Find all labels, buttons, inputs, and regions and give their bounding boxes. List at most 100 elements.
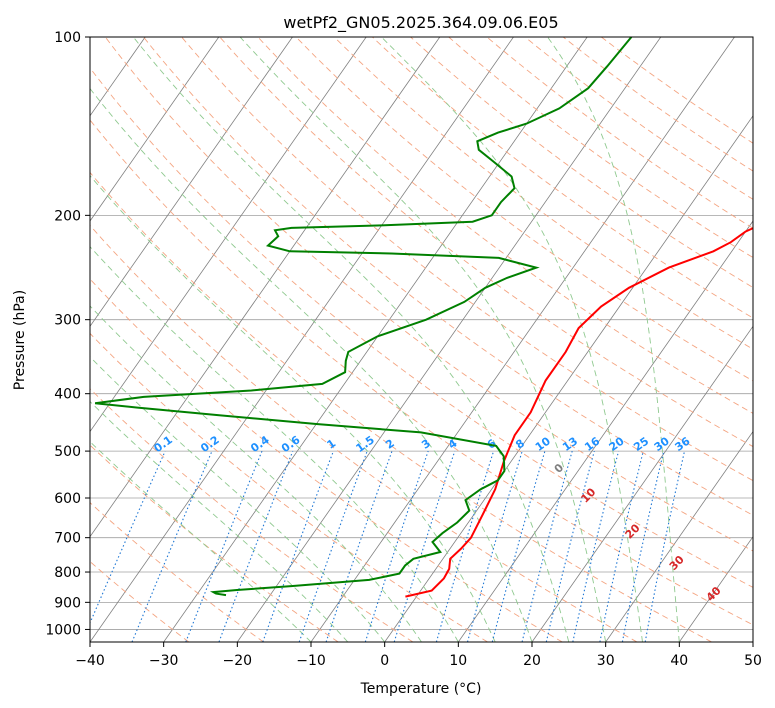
chart-title: wetPf2_GN05.2025.364.09.06.E05 [283, 13, 558, 33]
dry-adiabat-line [181, 37, 753, 482]
dry-adiabat-line [143, 37, 753, 516]
dry-adiabat-line [410, 37, 753, 289]
mixing-ratio-line [621, 450, 665, 642]
y-tick-label: 500 [54, 444, 81, 460]
mixing-ratio-line [262, 450, 334, 642]
x-tick-label: 30 [597, 653, 615, 669]
mixing-ratio-line [545, 450, 595, 642]
mixing-ratio-label: 2 [383, 437, 397, 452]
isotherm-line [605, 430, 753, 642]
moist-adiabat-label: 10 [578, 485, 598, 505]
dry-adiabat-line [104, 37, 753, 552]
moist-adiabat-line [90, 174, 496, 642]
dry-adiabat-line [486, 37, 753, 229]
y-tick-label: 1000 [45, 622, 81, 638]
y-tick-label: 400 [54, 387, 81, 403]
plot-frame [89, 36, 754, 643]
isotherm-line [90, 37, 367, 433]
moist-adiabat-line [90, 400, 349, 642]
mixing-ratio-line [644, 450, 686, 642]
x-tick-label: 20 [523, 653, 541, 669]
isotherm-line [90, 37, 293, 327]
moist-adiabat-line [90, 87, 533, 642]
mixing-ratio-line [298, 450, 368, 642]
dry-adiabat-line [372, 37, 753, 319]
isotherm-line [310, 37, 735, 642]
isotherm-line [90, 37, 441, 538]
mixing-ratio-label: 0.6 [279, 433, 303, 455]
dry-adiabat-line [562, 37, 753, 172]
dry-adiabat-line [90, 224, 638, 642]
isotherm-line [384, 115, 753, 642]
isotherm-line [531, 325, 753, 642]
dry-adiabat-line [257, 37, 753, 414]
mixing-ratio-line [572, 450, 620, 642]
mixing-ratio-label: 1.5 [353, 433, 376, 455]
dry-adiabat-line [90, 67, 753, 588]
dry-adiabat-line [90, 444, 339, 642]
isotherm-line [0, 37, 72, 642]
isotherm-line [457, 220, 753, 642]
x-tick-label: 40 [670, 653, 688, 669]
mixing-ratio-line [599, 450, 644, 642]
y-tick-label: 700 [54, 531, 81, 547]
dry-adiabat-line [90, 119, 753, 626]
dry-adiabat-line [333, 37, 753, 350]
mixing-ratio-label: 8 [513, 437, 527, 452]
mixing-ratio-line [466, 450, 523, 642]
x-tick-label: −20 [223, 653, 253, 669]
dewpoint-profile-line [94, 37, 633, 597]
isotherm-line [752, 641, 753, 642]
dry-adiabat-line [90, 278, 563, 642]
dry-adiabat-label: -10 [49, 405, 72, 428]
temperature-profile-line [405, 227, 753, 598]
y-tick-label: 300 [54, 313, 81, 329]
y-tick-label: 800 [54, 565, 81, 581]
y-axis-label: Pressure (hPa) [12, 290, 28, 390]
dry-adiabat-line [90, 502, 264, 642]
isotherm-line [90, 37, 220, 222]
mixing-ratio-label: 1 [325, 437, 339, 452]
y-tick-label: 100 [54, 30, 81, 46]
mixing-ratio-line [435, 450, 495, 642]
moist-adiabat-label: 30 [667, 553, 687, 573]
x-tick-label: −40 [75, 653, 105, 669]
dry-adiabat-line [90, 560, 190, 642]
x-axis-label: Temperature (°C) [360, 681, 482, 697]
mixing-ratio-label: 3 [419, 437, 433, 452]
dry-adiabat-line [524, 37, 753, 200]
dry-adiabat-line [448, 37, 753, 259]
mixing-ratio-label: 0.4 [248, 433, 272, 455]
isotherm-line [678, 536, 753, 642]
moist-adiabat-line [90, 441, 312, 642]
moist-adiabat-line [381, 37, 643, 642]
x-tick-label: 10 [449, 653, 467, 669]
dry-adiabat-line [90, 171, 712, 642]
x-tick-label: −30 [149, 653, 179, 669]
isotherm-line [163, 37, 588, 642]
mixing-ratio-line [185, 450, 263, 642]
mixing-ratio-line [393, 450, 456, 642]
x-tick-label: −10 [296, 653, 326, 669]
dry-adiabat-line [90, 332, 488, 642]
moist-adiabat-label: 40 [704, 584, 724, 604]
mixing-ratio-label: 0.1 [151, 433, 174, 455]
mixing-ratio-line [131, 450, 213, 642]
dry-adiabat-line [601, 37, 753, 144]
isotherm-line [90, 37, 514, 642]
y-tick-label: 200 [54, 208, 81, 224]
mixing-ratio-line [325, 450, 393, 642]
y-tick-label: 600 [54, 491, 81, 507]
mixing-ratio-line [90, 450, 166, 625]
dry-adiabat-line [295, 37, 753, 382]
x-tick-label: 0 [380, 653, 389, 669]
mixing-ratio-line [491, 450, 546, 642]
dry-adiabat-line [90, 388, 414, 642]
moist-adiabat-line [239, 37, 607, 642]
mixing-ratio-line [521, 450, 573, 642]
isotherm-line [236, 37, 662, 642]
moist-adiabat-line [132, 37, 570, 642]
